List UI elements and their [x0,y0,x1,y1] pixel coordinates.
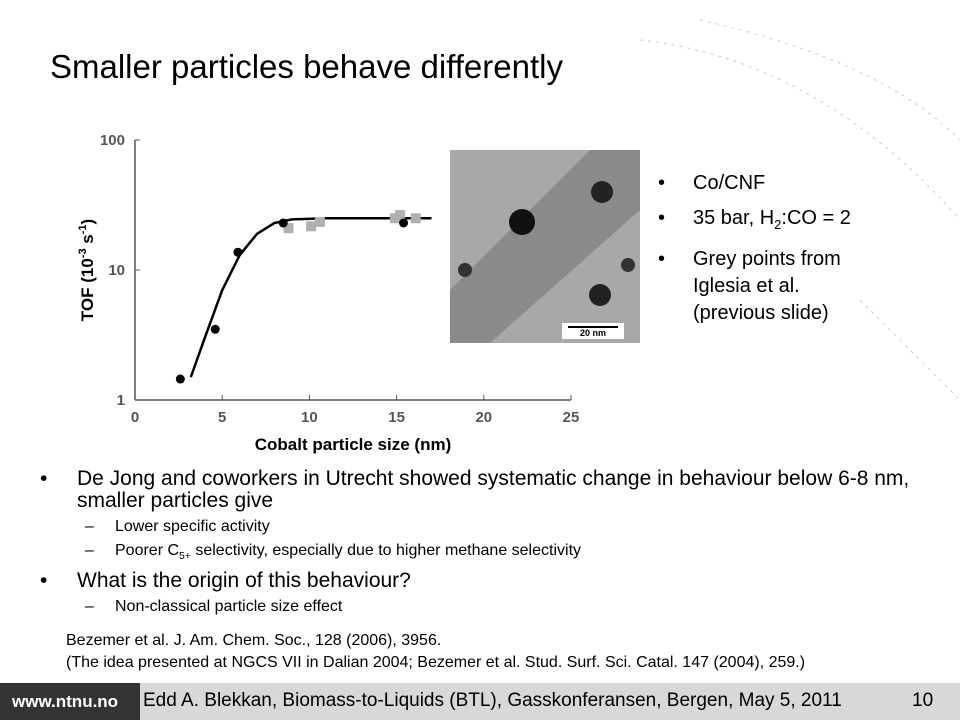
point [283,223,294,234]
footer-text: Edd A. Blekkan, Biomass-to-Liquids (BTL)… [143,690,842,711]
x-tick-label: 5 [218,409,226,426]
y-tick-label: 1 [117,392,125,409]
superscript: -1 [77,224,89,234]
arc [699,19,960,141]
point [410,213,421,224]
footer: www.ntnu.no Edd A. Blekkan, Biomass-to-L… [0,683,960,720]
label-part: TOF (10 [78,258,97,321]
footer-site: www.ntnu.no [12,692,119,711]
text-part: 35 bar, H [693,207,775,229]
y-tick-label: 10 [108,262,125,279]
bullet: Co/CNF [658,170,858,197]
subscript: 5+ [179,551,191,563]
text-part: Lower specific activity [115,518,270,535]
fit-line [189,217,432,378]
particle [591,181,613,203]
point [233,247,243,257]
sub-bullet: Poorer C5+ selectivity, especially due t… [40,540,920,568]
point [306,221,317,232]
point [399,218,409,228]
point [314,217,325,228]
superscript: -3 [77,248,89,258]
scale-label: 20 nm [580,328,606,338]
text-part: :CO = 2 [781,207,851,229]
right-bullets: Co/CNF 35 bar, H2:CO = 2 Grey points from … [658,170,858,335]
particle [621,258,635,272]
arc [859,299,960,401]
bullet: Grey points from Iglesia et al. (previou… [658,246,858,327]
x-tick-label: 10 [301,409,318,426]
x-tick-label: 20 [475,409,492,426]
particle [458,263,472,277]
bullet: 35 bar, H2:CO = 2 [658,205,858,238]
arc [639,39,960,221]
bullet: De Jong and coworkers in Utrecht showed … [40,468,920,512]
point [395,209,406,220]
sub-bullet: Lower specific activity [40,516,920,538]
references: Bezemer et al. J. Am. Chem. Soc., 128 (2… [66,630,805,674]
chart: 0 5 10 15 20 25 1 10 100 Cobalt particle size (nm… [77,132,580,454]
reference: (The idea presented at NGCS VII in Dalia… [66,654,806,671]
x-tick-label: 25 [563,409,580,426]
x-tick-label: 15 [388,409,405,426]
label-part: s [78,234,97,248]
subscript: 2 [774,217,782,232]
point [389,213,400,224]
y-axis-label: TOF (10-3 s-1) [77,219,97,321]
text-part: What is the origin of this behaviour? [77,569,411,593]
text-part: Poorer C [115,542,180,559]
slide-title: Smaller particles behave differently [50,48,563,85]
text-part: Co/CNF [693,172,766,194]
label-part: ) [78,219,97,225]
bullets: De Jong and coworkers in Utrecht showed … [40,468,920,620]
text-part: Grey points from Iglesia et al. (previou… [693,248,841,324]
fiber [450,150,640,343]
reference: Bezemer et al. J. Am. Chem. Soc., 128 (2… [66,632,442,649]
bullet: What is the origin of this behaviour? [40,569,920,593]
text-part: selectivity, especially due to higher me… [190,542,582,559]
point [210,324,220,334]
sub-bullet: Non-classical particle size effect [40,596,920,618]
particle [589,284,611,306]
text-part: De Jong and coworkers in Utrecht showed … [77,467,910,512]
x-tick-label: 0 [131,409,139,426]
page-number: 10 [912,690,934,711]
point [278,218,288,228]
point [175,374,185,384]
y-tick-label: 100 [100,132,125,149]
tem-image: 20 nm [450,150,640,343]
text-part: Non-classical particle size effect [115,598,343,616]
x-axis-label: Cobalt particle size (nm) [255,435,451,454]
particle [509,209,535,235]
